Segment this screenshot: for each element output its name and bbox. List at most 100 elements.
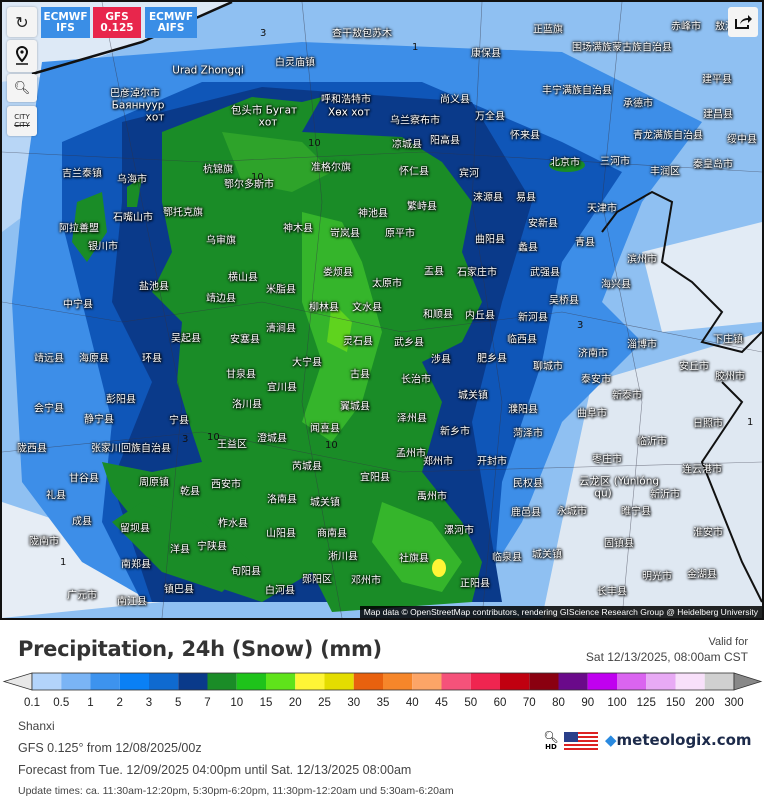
legend-swatch: [704, 673, 734, 690]
city-label: 原平市: [385, 228, 415, 240]
city-label: 城关镇: [532, 549, 562, 561]
legend-tick-label: 70: [522, 697, 536, 709]
update-times: Update times: ca. 11:30am-12:20pm, 5:30p…: [18, 785, 454, 797]
city-label: 临沂市: [637, 436, 667, 448]
city-label: 正蓝旗: [533, 24, 563, 36]
meteologix-logo[interactable]: ◆meteologix.com: [605, 731, 752, 749]
city-label: 环县: [142, 353, 162, 365]
city-label: 日照市: [693, 418, 723, 430]
city-label: 山阳县: [266, 528, 296, 540]
city-label: 濮阳县: [508, 404, 538, 416]
valid-time-value: Sat 12/13/2025, 08:00am CST: [585, 650, 748, 664]
legend-tick-label: 60: [493, 697, 507, 709]
city-label: 云龙区 (Yúnlóng: [578, 475, 660, 488]
legend-tick-label: 0.5: [53, 697, 70, 709]
legend-tick-label: 200: [695, 697, 715, 709]
city-label: 建昌县: [703, 109, 733, 121]
city-label: 城关镇: [458, 390, 488, 402]
logo-icon: ◆: [605, 731, 617, 749]
zoom-out-icon: 🔍︎: [13, 80, 31, 96]
model-button-ecmwf-aifs[interactable]: ECMWF AIFS: [145, 7, 197, 38]
legend-tick-label: 35: [376, 697, 390, 709]
valid-time: Valid for Sat 12/13/2025, 08:00am CST: [586, 635, 748, 665]
model-variant: 0.125: [100, 21, 134, 34]
city-label: 社旗县: [399, 553, 429, 565]
city-label: 枣庄市: [592, 454, 622, 466]
city-label: 康保县: [471, 48, 501, 60]
city-label: 米脂县: [266, 284, 296, 296]
city-toggle-button[interactable]: CITY CITY: [7, 106, 37, 136]
city-label: 建平县: [702, 74, 732, 86]
contour-label: 1: [747, 417, 754, 428]
model-variant: IFS: [56, 21, 75, 34]
city-label: 易县: [516, 192, 536, 204]
legend-tick-label: 5: [175, 697, 182, 709]
city-label: qū): [594, 487, 612, 500]
legend-tick-label: 15: [259, 697, 273, 709]
city-label: 南江县: [117, 596, 147, 608]
city-label: 盂县: [424, 266, 444, 278]
city-label: 洛川县: [232, 399, 262, 411]
legend-swatch: [119, 673, 149, 690]
map-attribution[interactable]: Map data © OpenStreetMap contributors, r…: [359, 606, 762, 618]
city-label: 呼和浩特市: [321, 94, 371, 106]
contour-label: 10: [325, 440, 338, 451]
city-label-struck: CITY: [14, 121, 30, 129]
city-label: 陇南市: [29, 536, 59, 548]
city-label: 镇巴县: [164, 584, 194, 596]
city-label: 聊城市: [533, 361, 563, 373]
region-name: Shanxi: [18, 719, 55, 733]
city-label: 涞源县: [473, 192, 503, 204]
share-button[interactable]: [728, 7, 758, 37]
city-label: 灵石县: [343, 336, 373, 348]
city-label: 横山县: [228, 272, 258, 284]
city-label: 正阳县: [460, 578, 490, 590]
city-label: 尚义县: [440, 94, 470, 106]
legend-tick-label: 80: [552, 697, 565, 709]
city-label: 大宁县: [292, 357, 322, 369]
precipitation-map[interactable]: 查干敖包苏木 白灵庙镇 Urad Zhongqi 巴彦淖尔市 Баяннуур хот 包头…: [0, 0, 764, 620]
city-label: 柞水县: [218, 518, 248, 530]
location-button[interactable]: [7, 40, 37, 72]
legend-swatch: [324, 673, 354, 690]
city-label: 阳高县: [430, 135, 460, 147]
city-label: 准格尔旗: [311, 162, 351, 174]
city-label: 包头市 Бугат: [230, 104, 298, 117]
city-label: 绥中县: [727, 134, 757, 146]
city-label: 和顺县: [423, 309, 453, 321]
city-label: 城关镇: [310, 497, 340, 509]
city-label: 白河县: [265, 585, 295, 597]
city-label: 靖远县: [34, 353, 64, 365]
city-label: 宁县: [169, 415, 189, 427]
city-label: 周原镇: [139, 477, 169, 489]
city-label: 彭阳县: [106, 394, 136, 406]
city-label: 古县: [350, 369, 370, 381]
legend-swatch: [500, 673, 530, 690]
city-label: 泰安市: [581, 374, 611, 386]
legend-swatch: [236, 673, 266, 690]
reload-button[interactable]: ↻: [7, 7, 37, 37]
city-label: 海原县: [79, 353, 109, 365]
city-label: 宜川县: [267, 382, 297, 394]
city-label: 下庄镇: [713, 334, 743, 346]
legend-swatch: [207, 673, 237, 690]
city-label: 万全县: [475, 111, 505, 123]
city-label: 天津市: [587, 203, 617, 215]
model-button-ecmwf-ifs[interactable]: ECMWF IFS: [41, 7, 90, 38]
us-flag-icon[interactable]: [564, 732, 598, 752]
city-label: 安丘市: [679, 361, 709, 373]
city-label: 吴起县: [171, 333, 201, 345]
color-legend: [2, 672, 763, 691]
legend-tick-label: 150: [665, 697, 686, 709]
chart-title: Precipitation, 24h (Snow) (mm): [18, 637, 382, 661]
zoom-out-button[interactable]: 🔍︎: [7, 74, 37, 102]
city-label: Хөх хот: [328, 106, 370, 119]
legend-tick-label: 25: [318, 697, 331, 709]
city-label: 神木县: [283, 223, 313, 235]
city-label: 连云港市: [682, 464, 722, 476]
legend-swatch: [295, 673, 325, 690]
model-button-gfs[interactable]: GFS 0.125: [93, 7, 141, 38]
city-label: 涉县: [431, 354, 451, 366]
city-label: 开封市: [477, 456, 507, 468]
hd-toggle[interactable]: 🔍︎ HD: [543, 731, 559, 753]
